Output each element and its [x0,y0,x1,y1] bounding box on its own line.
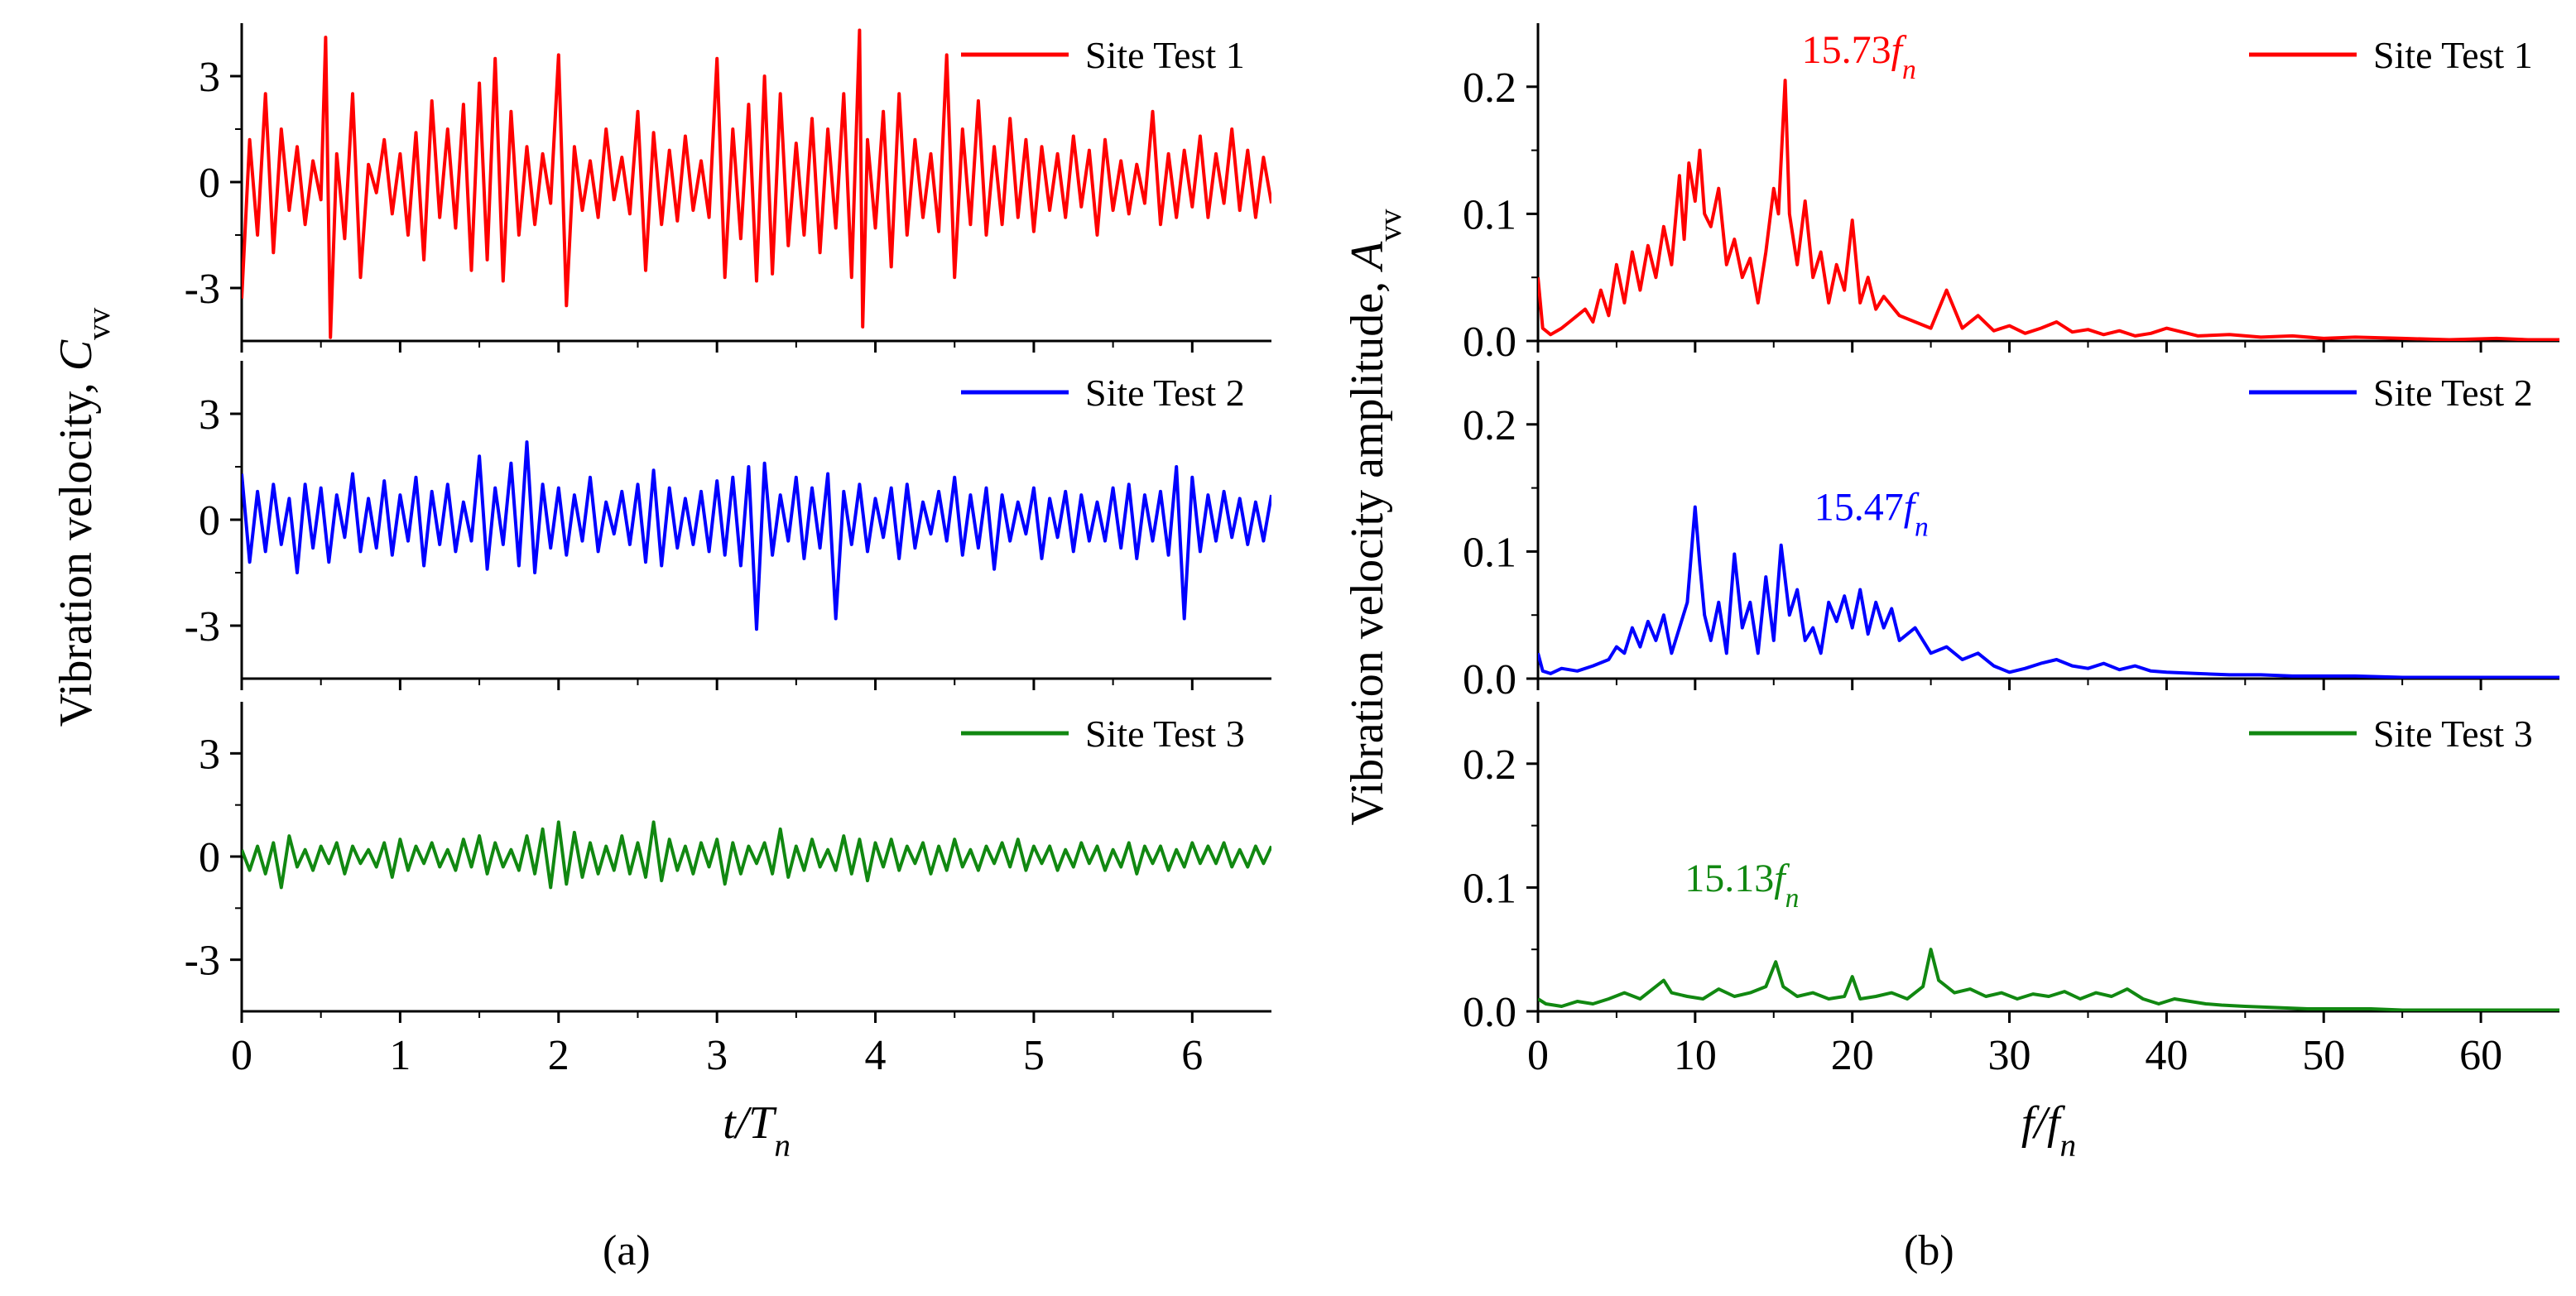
y-tick-label: 0 [199,160,220,207]
y-axis-label-a: Vibration velocity, Cvv [50,307,117,727]
x-tick-label: 5 [1023,1032,1045,1079]
chart-b-panel-2: 0.0 0.1 0.2 Site Test 2 15.47fn [1463,361,2559,703]
series-line-3 [242,820,1271,890]
y-tick-label: 0.2 [1463,402,1516,449]
annotation-peak-1: 15.73fn [1802,28,1916,85]
y-tick-label: 3 [199,54,220,101]
legend-label-3: Site Test 3 [1085,713,1245,755]
x-tick-label: 4 [865,1032,887,1079]
y-tick-label: 0.0 [1463,989,1516,1036]
panel-b-label: (b) [1904,1227,1954,1274]
y-tick-label: 0.1 [1463,529,1516,576]
x-axis-label-a: t/Tn [723,1097,791,1164]
series-line-1 [242,28,1271,339]
legend-label-2: Site Test 2 [2373,372,2533,414]
y-tick-label: 0.1 [1463,191,1516,238]
chart-a-panel-1: -3 0 3 Site Test 1 [185,23,1271,353]
y-tick-label: 0.2 [1463,65,1516,112]
panel-a-label: (a) [603,1227,651,1274]
x-tick-label: 3 [706,1032,728,1079]
y-tick-label: 3 [199,391,220,439]
x-tick-label: 2 [548,1032,570,1079]
series-line-1 [1538,79,2559,341]
x-tick-label: 60 [2459,1032,2502,1079]
y-tick-label: 0.0 [1463,319,1516,366]
legend-label-2: Site Test 2 [1085,372,1245,414]
y-tick-label: 0.1 [1463,865,1516,912]
y-tick-label: -3 [185,603,220,650]
x-tick-label: 0 [231,1032,252,1079]
y-tick-label: 0.2 [1463,742,1516,789]
series-line-2 [242,440,1271,631]
legend-label-1: Site Test 1 [1085,34,1245,76]
annotation-peak-3: 15.13fn [1684,857,1799,914]
annotation-peak-2: 15.47fn [1814,486,1929,543]
chart-b-panel-3: 0.0 0.1 0.2 0 10 20 30 40 50 60 Site Test 3 15.13fn [1463,702,2559,1079]
series-line-3 [1538,948,2559,1011]
y-axis-label-b: Vibration velocity amplitude, Avv [1342,209,1408,825]
y-tick-label: 3 [199,731,220,778]
chart-b-panel-1: 0.0 0.1 0.2 Site Test 1 15.73fn [1463,23,2559,366]
y-tick-label: -3 [185,266,220,313]
x-tick-label: 50 [2302,1032,2345,1079]
y-tick-label: 0.0 [1463,656,1516,703]
x-tick-label: 20 [1831,1032,1874,1079]
x-tick-label: 30 [1988,1032,2031,1079]
chart-a-panel-2: -3 0 3 Site Test 2 [185,361,1271,690]
legend-label-3: Site Test 3 [2373,713,2533,755]
series-line-2 [1538,505,2559,679]
x-axis-label-b: f/fn [2021,1097,2076,1164]
x-tick-label: 1 [389,1032,411,1079]
y-tick-label: 0 [199,834,220,881]
y-tick-label: 0 [199,497,220,545]
legend-label-1: Site Test 1 [2373,34,2533,76]
x-tick-label: 10 [1674,1032,1717,1079]
x-tick-label: 40 [2145,1032,2188,1079]
y-tick-label: -3 [185,938,220,985]
x-tick-label: 6 [1181,1032,1203,1079]
x-tick-label: 0 [1527,1032,1549,1079]
